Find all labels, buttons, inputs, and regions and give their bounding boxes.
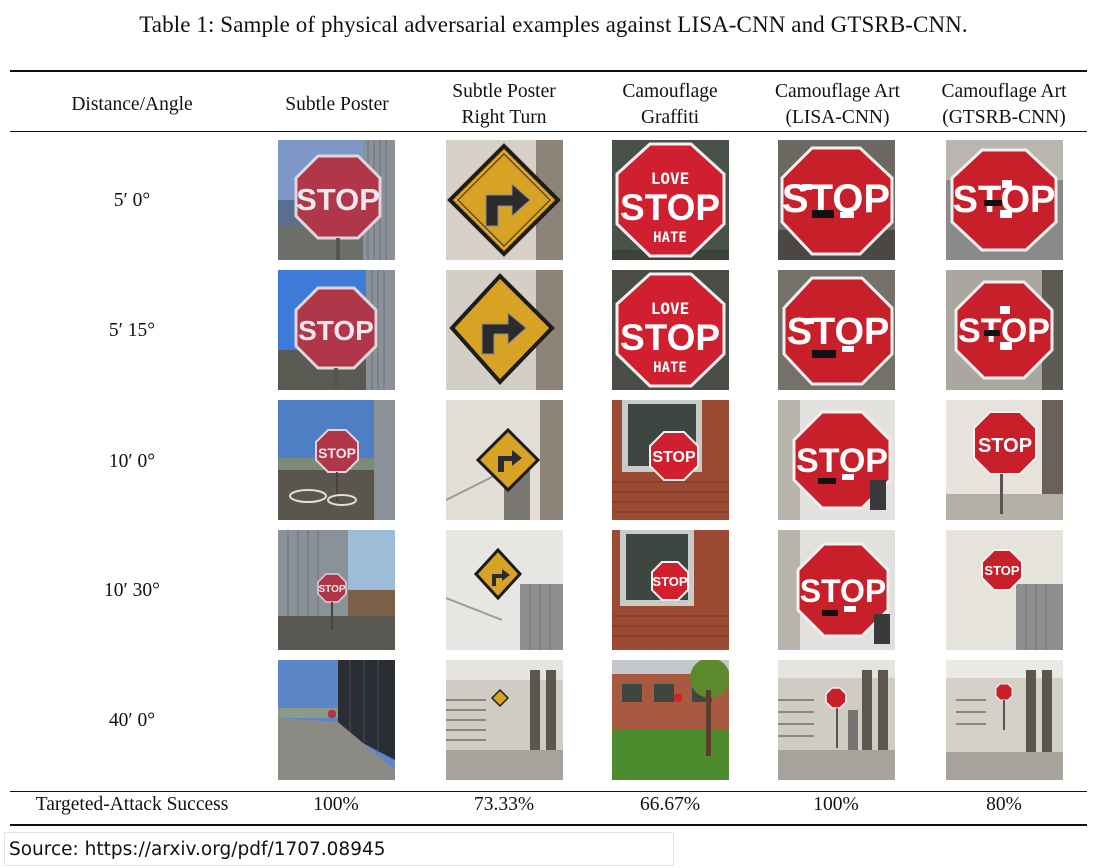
photo-graffiti-10ft-0deg: STOP (612, 400, 729, 520)
stop-text: STOP (296, 182, 380, 217)
header-subtle-poster: Subtle Poster (285, 94, 389, 115)
stop-text: STOP (652, 449, 696, 466)
footer-value-camo-gtsrb: 80% (986, 794, 1022, 815)
photo-graffiti-10ft-30deg: STOP (612, 530, 729, 650)
stop-text: STOP (984, 563, 1019, 578)
stop-text: STOP (298, 315, 374, 346)
stop-text: STOP (782, 177, 890, 221)
footer-value-right-turn: 73.33% (473, 794, 535, 815)
graffiti-love-text: LOVE (651, 169, 690, 188)
photo-graffiti-5ft-0deg: LOVE STOP HATE (612, 140, 729, 260)
stop-text: STOP (787, 311, 890, 353)
photo-graffiti-5ft-15deg: LOVE STOP HATE (612, 270, 729, 390)
row-label-10ft-0deg: 10′ 0° (108, 451, 156, 472)
footer-value-graffiti: 66.67% (639, 794, 701, 815)
stop-text: STOP (318, 584, 345, 595)
footer-label: Targeted-Attack Success (35, 794, 229, 815)
header-camouflage-art-gtsrb: Camouflage Art (GTSRB-CNN) (941, 81, 1067, 128)
header-distance-angle: Distance/Angle (71, 94, 193, 115)
photo-right-turn-10ft-0deg (446, 400, 563, 520)
photo-right-turn-40ft-0deg (446, 660, 563, 780)
footer-value-subtle-poster: 100% (313, 794, 359, 815)
stop-text: STOP (652, 574, 687, 589)
header-camouflage-art-lisa: Camouflage Art (LISA-CNN) (774, 81, 901, 128)
stop-text: STOP (620, 187, 720, 228)
photo-camo-gtsrb-10ft-30deg: STOP (946, 530, 1063, 650)
header-subtle-poster-right-turn: Subtle Poster Right Turn (452, 81, 556, 128)
stop-text: STOP (620, 317, 720, 358)
stop-text: STOP (800, 573, 887, 609)
photo-camo-gtsrb-5ft-0deg: STOP (946, 140, 1063, 260)
photo-camo-lisa-10ft-30deg: STOP (778, 530, 895, 650)
photo-camo-gtsrb-10ft-0deg: STOP (946, 400, 1063, 520)
row-label-5ft-15deg: 5′ 15° (108, 320, 156, 341)
photo-subtle-poster-40ft-0deg (278, 660, 395, 780)
stop-text: STOP (796, 442, 888, 480)
graffiti-love-text: LOVE (651, 299, 690, 318)
stop-text: STOP (318, 445, 356, 461)
footer-rule (10, 791, 1087, 792)
photo-right-turn-5ft-0deg (446, 140, 563, 260)
photo-camo-gtsrb-40ft-0deg (946, 660, 1063, 780)
photo-camo-lisa-40ft-0deg (778, 660, 895, 780)
top-rule (10, 70, 1087, 72)
photo-right-turn-5ft-15deg (446, 270, 563, 390)
header-camouflage-graffiti: Camouflage Graffiti (622, 81, 718, 128)
photo-camo-gtsrb-5ft-15deg: STOP (946, 270, 1063, 390)
row-label-5ft-0deg: 5′ 0° (113, 190, 151, 211)
graffiti-hate-text: HATE (653, 360, 687, 376)
row-label-40ft-0deg: 40′ 0° (108, 710, 156, 731)
photo-camo-lisa-5ft-0deg: STOP (778, 140, 895, 260)
graffiti-hate-text: HATE (653, 230, 687, 246)
photo-camo-lisa-10ft-0deg: STOP (778, 400, 895, 520)
bottom-rule (10, 824, 1087, 826)
photo-camo-lisa-5ft-15deg: STOP (778, 270, 895, 390)
photo-graffiti-40ft-0deg (612, 660, 729, 780)
footer-value-camo-lisa: 100% (813, 794, 859, 815)
header-rule (10, 131, 1087, 132)
photo-subtle-poster-10ft-0deg: STOP (278, 400, 395, 520)
stop-text: STOP (978, 435, 1032, 457)
photo-subtle-poster-5ft-0deg: STOP (278, 140, 395, 260)
photo-right-turn-10ft-30deg (446, 530, 563, 650)
row-label-10ft-30deg: 10′ 30° (104, 580, 160, 601)
photo-subtle-poster-5ft-15deg: STOP (278, 270, 395, 390)
photo-subtle-poster-10ft-30deg: STOP (278, 530, 395, 650)
source-link[interactable]: Source: https://arxiv.org/pdf/1707.08945 (4, 832, 674, 866)
table-caption: Table 1: Sample of physical adversarial … (139, 12, 968, 37)
